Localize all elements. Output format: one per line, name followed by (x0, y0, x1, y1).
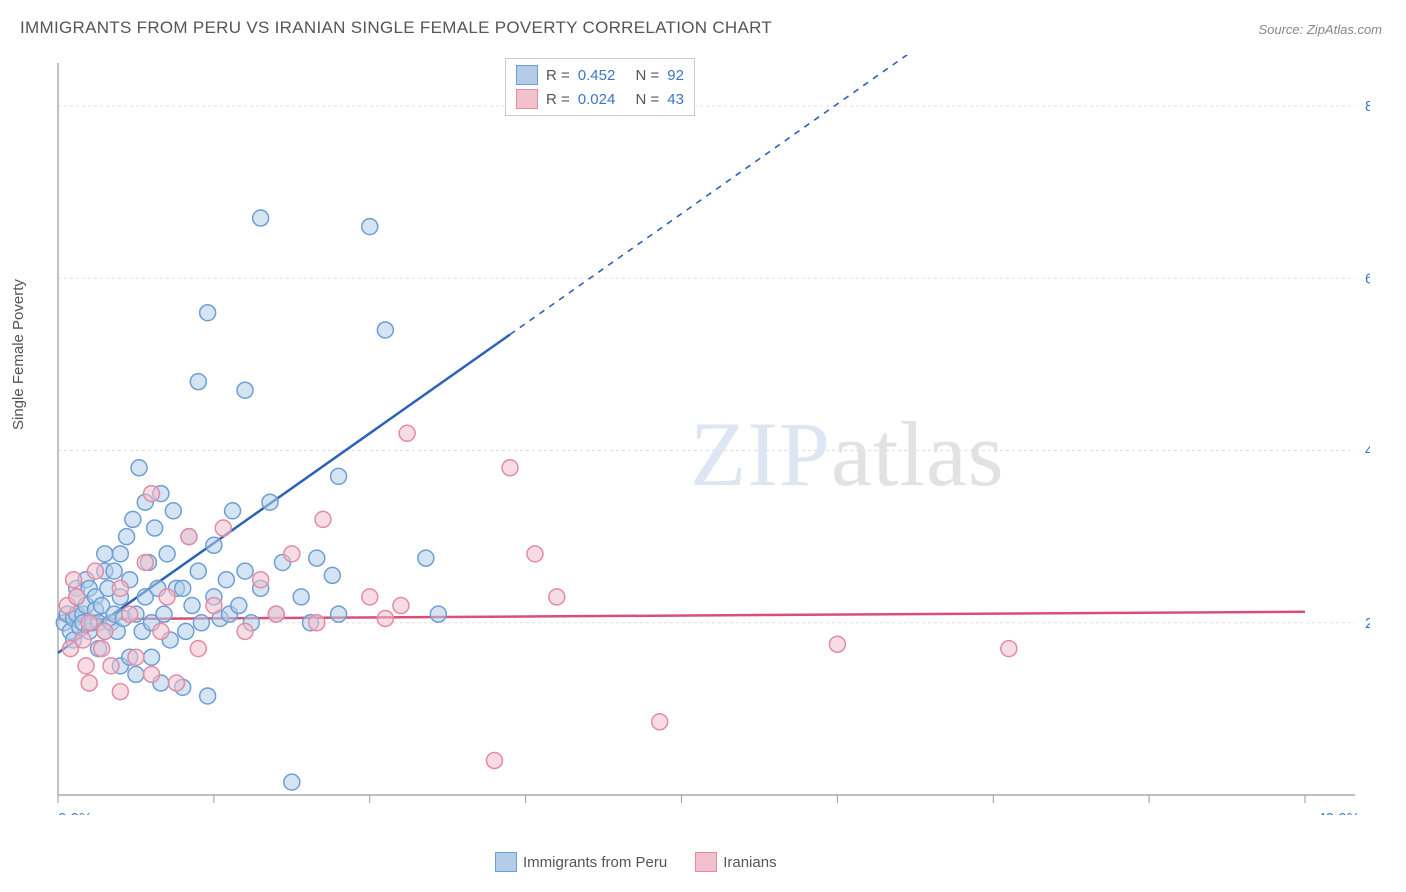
svg-text:0.0%: 0.0% (58, 810, 92, 815)
svg-text:40.0%: 40.0% (1365, 443, 1370, 460)
swatch-iranians (516, 89, 538, 109)
svg-text:80.0%: 80.0% (1365, 98, 1370, 115)
scatter-chart: 20.0% 40.0% 60.0% 80.0% 0.0% 40.0% (50, 55, 1370, 815)
legend-label-iranians: Iranians (723, 854, 776, 871)
legend-label-peru: Immigrants from Peru (523, 854, 667, 871)
n-value-peru: 92 (667, 67, 684, 84)
svg-text:20.0%: 20.0% (1365, 615, 1370, 632)
legend-item-peru: Immigrants from Peru (495, 852, 667, 872)
correlation-legend: R = 0.452 N = 92 R = 0.024 N = 43 (505, 58, 695, 116)
n-value-iranians: 43 (667, 91, 684, 108)
n-label: N = (635, 67, 659, 84)
source-attribution: Source: ZipAtlas.com (1258, 22, 1382, 37)
r-value-peru: 0.452 (578, 67, 616, 84)
legend-row-iranians: R = 0.024 N = 43 (516, 87, 684, 111)
y-axis-label: Single Female Poverty (10, 279, 27, 430)
r-label: R = (546, 91, 570, 108)
chart-svg: 20.0% 40.0% 60.0% 80.0% 0.0% 40.0% (50, 55, 1370, 815)
legend-row-peru: R = 0.452 N = 92 (516, 63, 684, 87)
swatch-iranians-bottom (695, 852, 717, 872)
n-label: N = (635, 91, 659, 108)
swatch-peru-bottom (495, 852, 517, 872)
swatch-peru (516, 65, 538, 85)
svg-text:40.0%: 40.0% (1317, 810, 1360, 815)
r-value-iranians: 0.024 (578, 91, 616, 108)
chart-title: IMMIGRANTS FROM PERU VS IRANIAN SINGLE F… (20, 18, 772, 38)
r-label: R = (546, 67, 570, 84)
series-legend: Immigrants from Peru Iranians (495, 852, 777, 872)
svg-text:60.0%: 60.0% (1365, 270, 1370, 287)
legend-item-iranians: Iranians (695, 852, 776, 872)
